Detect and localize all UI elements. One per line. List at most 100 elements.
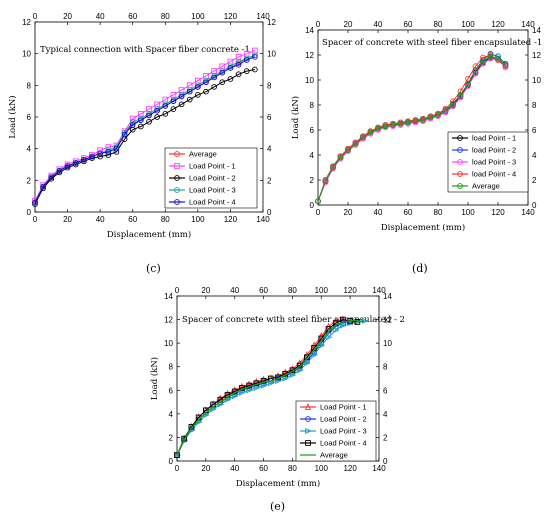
x-tick-label: 120 (224, 215, 238, 224)
x-tick-label: 40 (230, 464, 239, 473)
data-point (217, 394, 224, 402)
y-tick-label: 12 (164, 316, 173, 325)
legend: Average Load Point - 1 Load Point - 2 Load … (164, 147, 258, 209)
data-point (203, 88, 209, 95)
data-point (146, 112, 152, 119)
data-point (382, 123, 389, 130)
y-tick-label-right: 12 (267, 18, 276, 27)
x-tick-label: 140 (372, 464, 386, 473)
data-point (129, 122, 136, 128)
legend-marker (457, 159, 463, 165)
x-tick-label: 100 (461, 208, 475, 217)
data-point (360, 134, 366, 141)
legend-label: load Point - 2 (472, 146, 516, 155)
data-point (97, 150, 103, 157)
data-point (495, 55, 501, 62)
chart-title: Typical connection with Spacer fiber con… (40, 45, 250, 55)
data-point (243, 57, 250, 63)
data-point (56, 167, 63, 174)
x-tick-label-top: 100 (315, 286, 329, 295)
data-point (405, 119, 411, 126)
data-point (296, 367, 304, 374)
data-point (64, 163, 71, 169)
data-point (397, 120, 404, 127)
data-point (260, 378, 267, 384)
data-point (105, 148, 112, 155)
data-point (48, 174, 55, 181)
data-point (89, 155, 95, 162)
x-tick-label: 100 (315, 464, 329, 473)
data-point (40, 183, 46, 190)
data-point (178, 93, 185, 100)
y-tick-label: 6 (27, 113, 32, 122)
x-tick-label-top: 120 (224, 12, 238, 21)
data-point (72, 160, 79, 166)
data-point (267, 380, 275, 387)
legend-label: Load Point - 1 (320, 403, 367, 412)
data-point (227, 76, 234, 82)
x-tick-label: 60 (259, 464, 268, 473)
legend-label: load Point - 1 (472, 134, 516, 143)
legend-label: Load Point - 3 (189, 186, 236, 195)
legend-marker (305, 427, 312, 435)
legend-marker (174, 175, 180, 181)
data-point (340, 322, 347, 329)
data-point (322, 178, 329, 185)
data-point (162, 103, 169, 109)
data-point (260, 382, 268, 389)
data-point (457, 92, 464, 98)
data-point (337, 154, 344, 161)
y-tick-label-right: 4 (383, 410, 388, 419)
x-tick-label: 0 (316, 208, 321, 217)
legend-label: load Point - 4 (472, 170, 516, 179)
data-point (472, 68, 479, 75)
data-point (170, 106, 177, 112)
y-tick-label: 8 (27, 81, 32, 90)
x-tick-label: 80 (434, 208, 443, 217)
legend-label: Load Point - 2 (320, 415, 367, 424)
data-point (89, 153, 95, 160)
data-point (235, 71, 242, 78)
legend-label: Load Point - 1 (189, 162, 236, 171)
y-tick-label: 4 (310, 151, 315, 160)
series-line (34, 56, 256, 203)
y-tick-label: 10 (164, 339, 173, 348)
x-tick-label-top: 20 (63, 12, 72, 21)
x-tick-label: 20 (344, 208, 353, 217)
data-point (174, 452, 180, 458)
x-axis-title: Displacement (mm) (381, 222, 465, 233)
data-point (239, 389, 246, 396)
x-tick-label: 60 (404, 208, 413, 217)
y-tick-label: 4 (27, 145, 32, 154)
data-point (146, 118, 152, 125)
data-point (138, 117, 144, 124)
legend: Load Point - 1 Load Point - 2 Load Point -… (295, 400, 377, 462)
data-point (252, 66, 258, 73)
data-point (227, 63, 234, 70)
x-tick-label-top: 20 (344, 20, 353, 29)
x-tick-label: 0 (175, 464, 180, 473)
y-tick-label: 10 (22, 50, 31, 59)
data-point (318, 342, 326, 349)
series-3 (32, 66, 258, 207)
panel-label-d: (d) (412, 262, 428, 275)
x-tick-label-top: 80 (161, 12, 170, 21)
y-tick-label-right: 2 (267, 176, 272, 185)
y-tick-label: 10 (305, 76, 314, 85)
y-tick-label-right: 0 (267, 208, 272, 217)
data-point (235, 61, 242, 68)
data-point (105, 147, 112, 154)
x-tick-label-top: 120 (343, 286, 357, 295)
y-tick-label: 6 (310, 126, 315, 135)
data-point (195, 91, 201, 98)
x-tick-label-top: 40 (96, 12, 105, 21)
x-tick-label-top: 40 (374, 20, 383, 29)
data-point (211, 84, 217, 90)
data-point (427, 114, 434, 121)
data-point (253, 384, 261, 392)
data-point (330, 164, 336, 171)
y-tick-label-right: 0 (532, 201, 537, 210)
data-point (170, 98, 177, 105)
y-tick-label: 12 (22, 18, 31, 27)
x-tick-label-top: 80 (288, 286, 297, 295)
